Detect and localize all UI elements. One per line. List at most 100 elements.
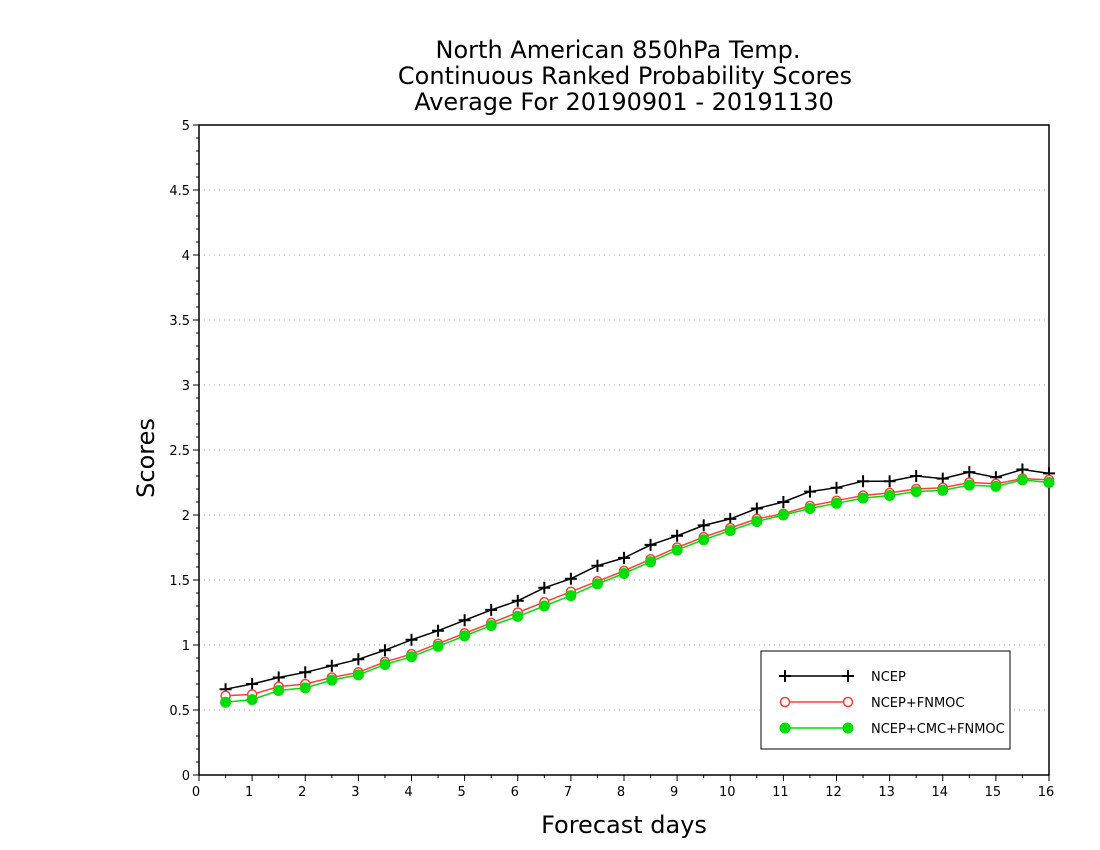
y-tick-label: 1: [182, 639, 190, 654]
data-point-ncep-cmc-fnmoc: [937, 484, 949, 496]
data-point-ncep-cmc-fnmoc: [1016, 474, 1028, 486]
data-point-ncep: [246, 678, 259, 690]
y-axis-label: Scores: [132, 418, 160, 498]
x-tick-label: 1: [245, 785, 253, 800]
data-point-ncep-cmc-fnmoc: [645, 556, 657, 568]
x-tick-label: 12: [825, 785, 842, 800]
legend-label: NCEP: [871, 670, 906, 685]
legend-label: NCEP+CMC+FNMOC: [871, 722, 1005, 737]
x-tick-label: 5: [457, 785, 465, 800]
data-point-ncep: [830, 481, 843, 494]
data-point-ncep: [485, 603, 498, 616]
data-point-ncep: [883, 475, 896, 488]
data-point-ncep-cmc-fnmoc: [246, 694, 258, 706]
data-point-ncep-cmc-fnmoc: [671, 544, 683, 556]
data-point-ncep-cmc-fnmoc: [220, 696, 232, 708]
tick-labels: 00.511.522.533.544.550 1 2 3 4 5 6 7 8 9 10 11 12 13 1…: [169, 119, 1054, 800]
y-tick-label: 4.5: [169, 184, 190, 199]
data-point-ncep-cmc-fnmoc: [910, 486, 922, 498]
legend-marker: [779, 722, 791, 734]
data-point-ncep: [352, 653, 365, 666]
data-point-ncep-cmc-fnmoc: [459, 630, 471, 642]
data-point-ncep-cmc-fnmoc: [352, 669, 364, 681]
data-point-ncep: [671, 529, 684, 542]
data-point-ncep: [564, 572, 577, 585]
data-point-ncep-cmc-fnmoc: [326, 674, 338, 686]
data-point-ncep-cmc-fnmoc: [485, 620, 497, 631]
data-point-ncep-cmc-fnmoc: [831, 497, 842, 509]
legend-marker: [779, 670, 791, 682]
x-axis-label: Forecast days: [541, 811, 707, 839]
legend-marker: [842, 722, 854, 734]
data-point-ncep: [750, 502, 763, 515]
data-point-ncep-cmc-fnmoc: [591, 578, 603, 590]
data-point-ncep-cmc-fnmoc: [406, 651, 417, 663]
x-tick-label: 16: [1038, 785, 1055, 800]
x-tick-label: 7: [564, 785, 572, 800]
grid: [199, 124, 1049, 711]
y-tick-label: 0: [182, 769, 190, 784]
data-point-ncep-cmc-fnmoc: [379, 659, 391, 670]
data-point-ncep-cmc-fnmoc: [512, 610, 524, 622]
data-point-ncep: [378, 644, 391, 657]
data-point-ncep: [777, 496, 790, 508]
data-point-ncep: [857, 475, 870, 488]
data-point-ncep: [591, 559, 604, 572]
data-point-ncep-cmc-fnmoc: [963, 479, 975, 491]
x-tick-label: 8: [617, 785, 625, 800]
data-point-ncep-cmc-fnmoc: [990, 480, 1002, 492]
x-tick-label: 3: [351, 785, 359, 800]
y-tick-label: 3: [182, 379, 190, 394]
title-line-2: Continuous Ranked Probability Scores: [398, 62, 852, 90]
legend: NCEP NCEP+FNMOC NCEP+CMC+FNMOC: [760, 650, 1011, 750]
x-tick-label: 4: [404, 785, 412, 800]
data-point-ncep: [511, 594, 524, 607]
data-point-ncep-cmc-fnmoc: [432, 640, 444, 652]
y-tick-label: 2.5: [169, 444, 190, 459]
data-point-ncep-cmc-fnmoc: [857, 492, 869, 504]
x-tick-label: 9: [670, 785, 678, 800]
x-tick-label: 2: [298, 785, 306, 800]
data-point-ncep: [299, 666, 312, 679]
y-tick-label: 2: [182, 509, 190, 524]
x-tick-label: 13: [878, 785, 895, 800]
legend-marker: [842, 670, 854, 682]
data-point-ncep: [963, 466, 976, 479]
data-point-ncep-cmc-fnmoc: [618, 568, 630, 579]
legend-box: [760, 650, 1011, 750]
data-point-ncep-cmc-fnmoc: [299, 682, 311, 694]
y-tick-label: 1.5: [169, 574, 190, 589]
legend-label: NCEP+FNMOC: [871, 696, 964, 711]
legend-marker: [842, 696, 854, 708]
x-tick-label: 11: [772, 785, 789, 800]
title-line-3: Average For 20190901 - 20191130: [414, 88, 834, 116]
data-point-ncep: [458, 614, 471, 627]
data-point-ncep-cmc-fnmoc: [1043, 477, 1055, 488]
x-tick-label: 14: [931, 785, 948, 800]
data-point-ncep: [325, 659, 338, 672]
x-tick-label: 0: [192, 785, 200, 800]
data-point-ncep-cmc-fnmoc: [804, 503, 816, 514]
data-point-ncep: [803, 485, 816, 498]
data-point-ncep: [697, 519, 710, 532]
data-point-ncep-cmc-fnmoc: [538, 600, 550, 612]
data-point-ncep: [644, 538, 657, 551]
data-point-ncep: [405, 633, 418, 646]
data-point-ncep-cmc-fnmoc: [777, 509, 789, 521]
data-point-ncep-cmc-fnmoc: [751, 516, 763, 527]
x-tick-label: 10: [719, 785, 736, 800]
chart-title: North American 850hPa Temp. Continuous R…: [398, 36, 852, 116]
data-point-ncep-cmc-fnmoc: [565, 590, 577, 602]
series-lines: [219, 463, 1055, 708]
x-tick-label: 15: [985, 785, 1002, 800]
legend-marker: [779, 696, 791, 708]
data-point-ncep: [538, 581, 551, 594]
title-line-1: North American 850hPa Temp.: [436, 36, 801, 64]
y-tick-label: 0.5: [169, 704, 190, 719]
data-point-ncep-cmc-fnmoc: [724, 525, 736, 537]
y-tick-label: 3.5: [169, 314, 190, 329]
data-point-ncep: [618, 551, 630, 564]
data-point-ncep: [432, 624, 445, 637]
data-point-ncep-cmc-fnmoc: [698, 534, 710, 546]
